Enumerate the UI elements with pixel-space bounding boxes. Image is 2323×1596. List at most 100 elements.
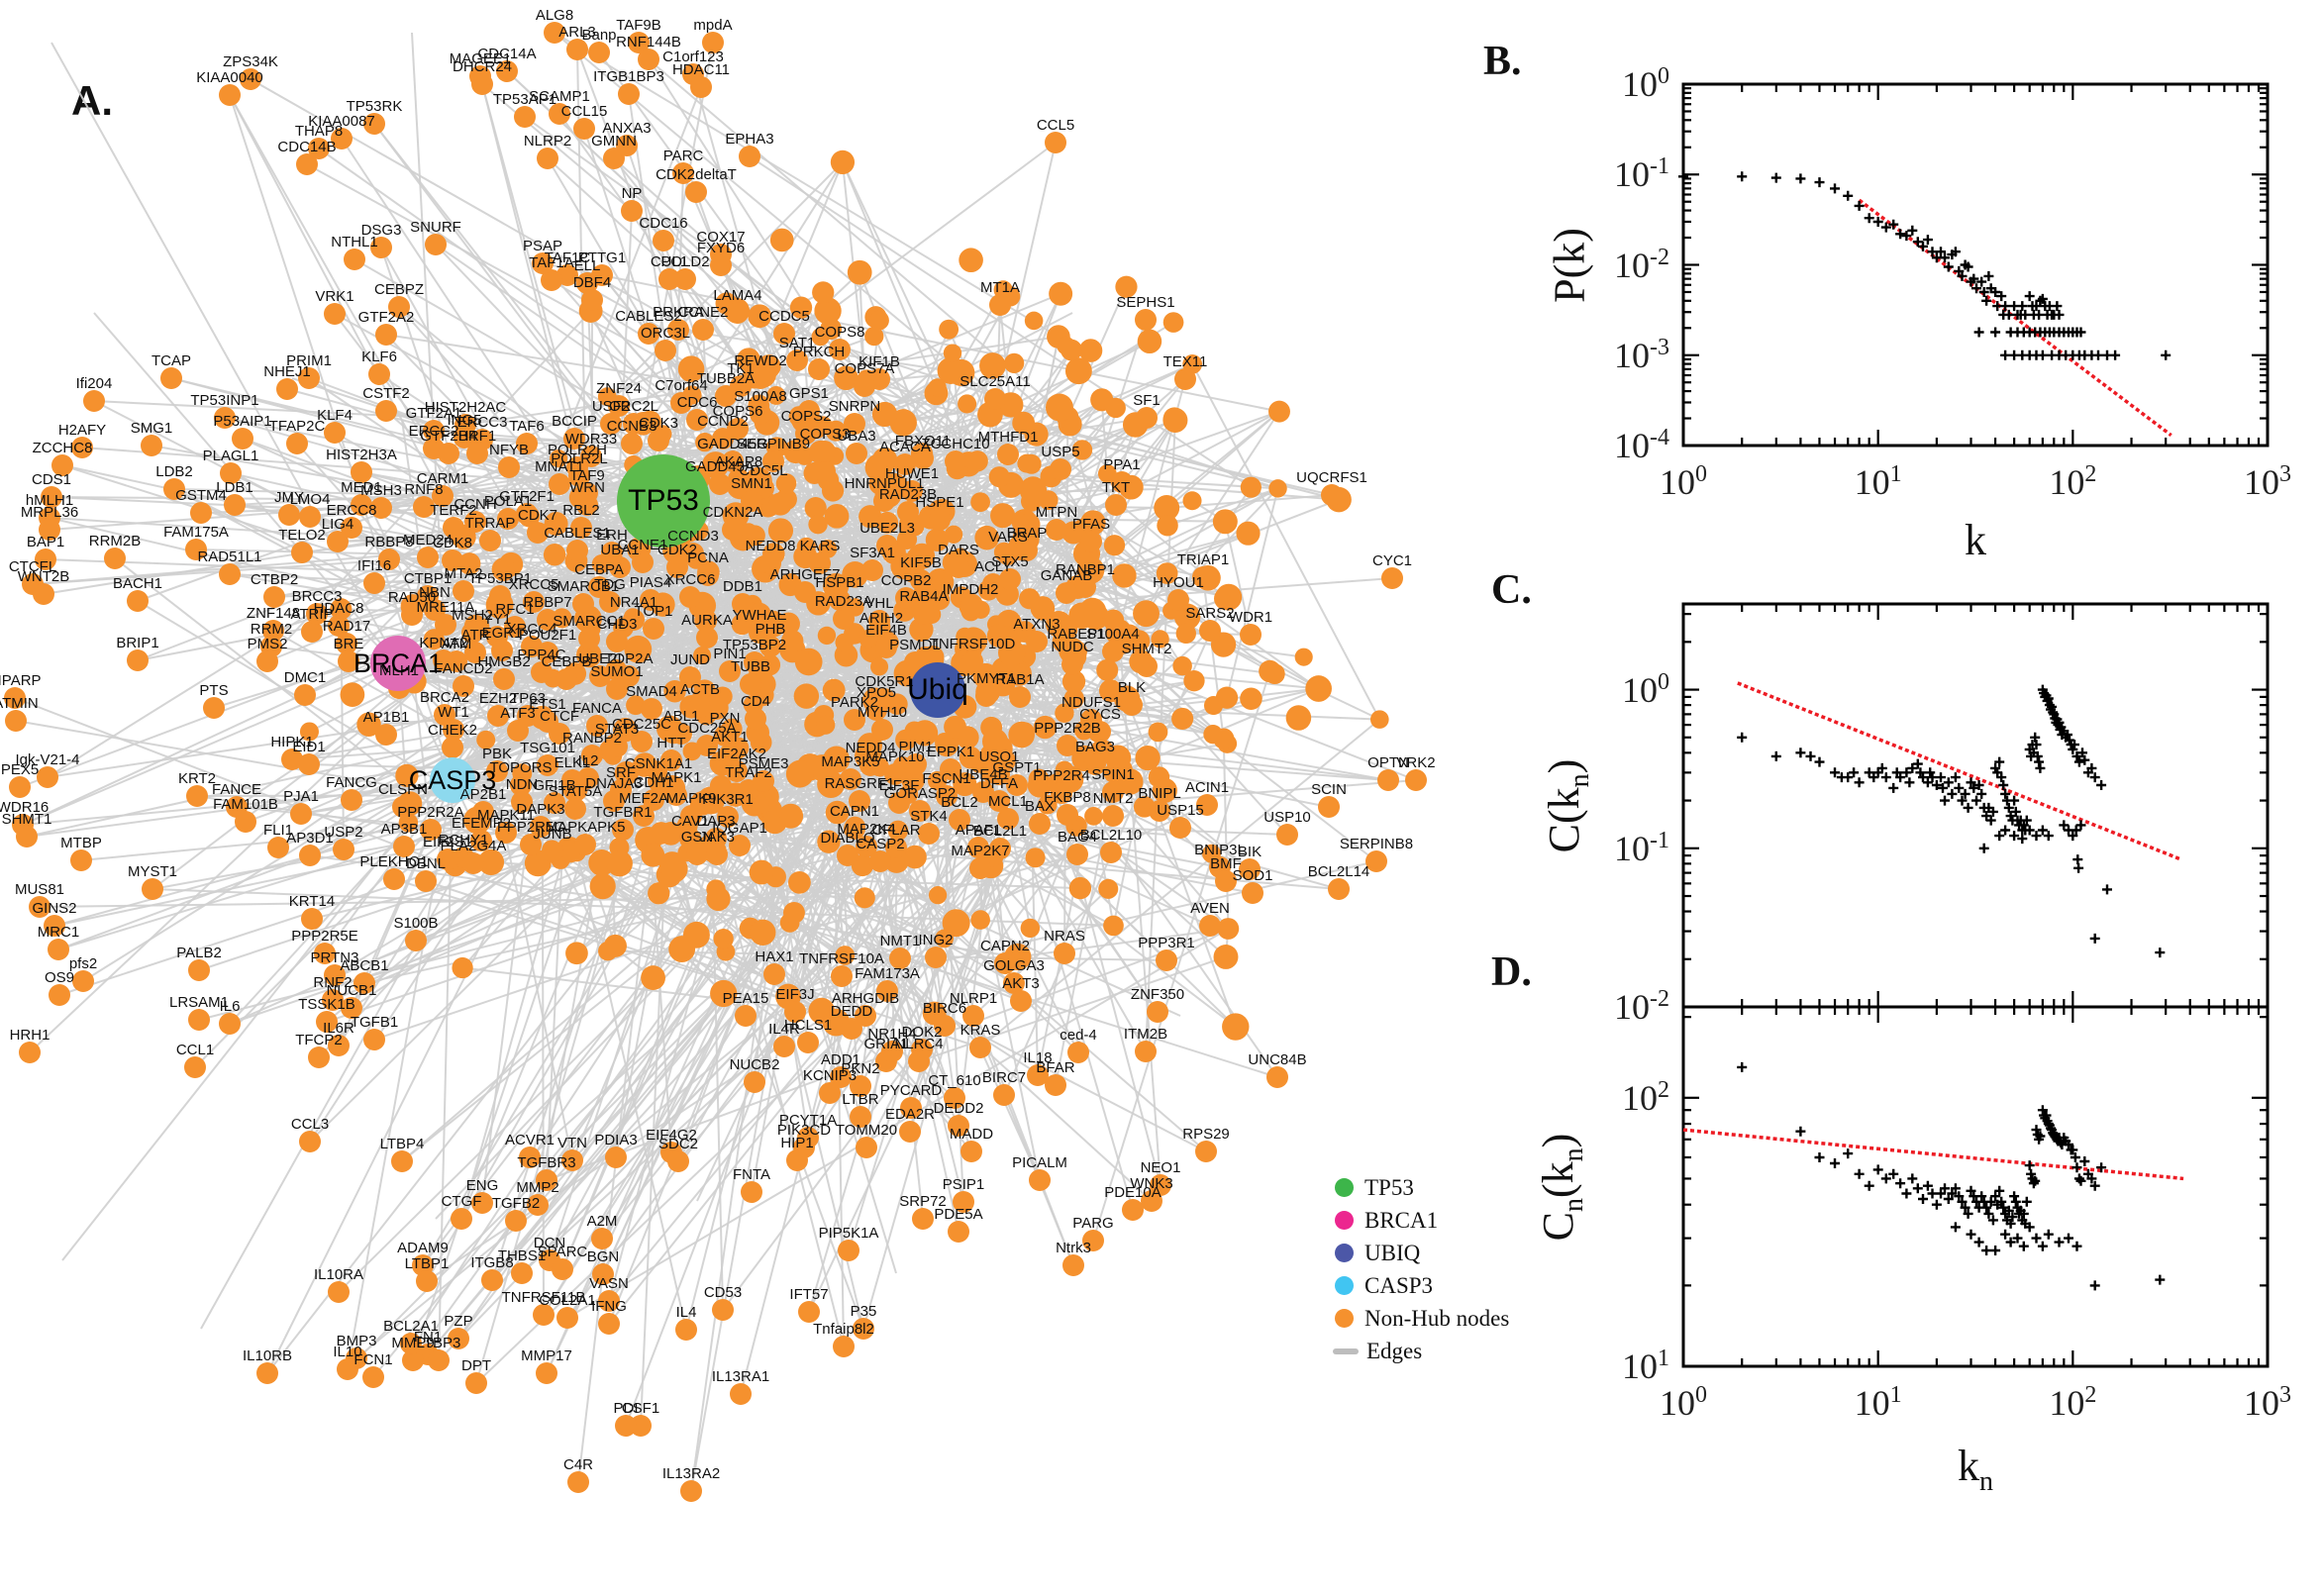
network-node-label: TAF9 [569,467,605,484]
network-node [267,837,289,858]
network-node [1100,842,1122,863]
network-node [203,697,225,719]
network-node [72,970,94,992]
network-node [561,1149,583,1171]
network-node-label: CDC25A [677,720,736,737]
network-node-label: APAF1 [956,822,1001,839]
network-node-label: CDC25C [612,716,671,733]
network-node [278,504,300,526]
network-node [573,118,595,140]
network-node-label: TRIAP1 [1177,551,1230,568]
network-node [989,294,1011,316]
network-node-label: GTF2H4 [420,428,477,445]
legend-edges-label: Edges [1366,1338,1423,1363]
network-node [417,547,439,568]
network-node [400,1333,422,1354]
network-node-label: EIF4G2 [646,1127,697,1144]
network-node [388,296,410,318]
network-node [498,456,520,478]
network-node-label: CABLES1 [544,525,611,542]
network-node [969,1037,991,1058]
network-node-label: C1orf123 [662,49,724,65]
network-node-label: NDN [506,776,539,793]
network-node-label: CARM1 [417,470,469,487]
network-node [901,480,923,502]
network-node-label: DEDD [831,1003,873,1020]
network-node-label: CCL5 [1037,117,1074,134]
network-node [658,268,680,290]
network-node [537,642,558,663]
legend-item: BRCA1 [1335,1204,1509,1237]
network-node-label: ERH [596,527,628,544]
network-node-label: CTCFL [9,558,56,575]
network-node-label: CCNH [454,496,496,513]
network-node-label: BRF1 [458,428,496,445]
network-node-label: RAD23B [879,486,937,503]
network-node-label: ACIN1 [1185,779,1229,796]
network-node-label: VHL [864,595,893,612]
network-node-label: SUMO1 [590,663,643,680]
network-node-label: PARK2 [831,694,878,711]
network-node-label: AURKA [681,612,733,629]
data-points [1737,684,2166,958]
fit-line [1682,1128,2184,1181]
legend-item-edges: Edges [1333,1335,1509,1367]
network-node-label: COPB2 [881,572,932,589]
network-node-label: TP53INP1 [190,392,258,409]
network-node [294,684,316,706]
network-node [328,615,350,637]
network-node-label: TFCP2 [295,1032,343,1048]
network-node-label: CAPN2 [980,938,1030,954]
network-node [576,494,598,516]
network-node-label: GTF2A1 [406,405,462,422]
network-node-label: TGFBR3 [517,1154,575,1171]
network-node [606,631,628,652]
network-node-label: ATXN3 [1013,616,1060,633]
network-node [464,511,486,533]
network-node-label: PARG [1072,1215,1113,1232]
network-node [354,972,375,994]
network-node [884,763,906,785]
network-node-label: MSH2 [452,607,493,624]
network-node-label: TAF1C [545,249,591,266]
network-node-label: PCNA [687,549,729,566]
network-node-label: UBE2L3 [859,520,915,537]
network-node [48,939,69,960]
network-node [665,784,687,806]
network-node [909,800,931,822]
network-node [722,519,744,541]
network-node [586,715,608,737]
network-node-label: IL10 [333,1344,361,1360]
network-node-label: SOD1 [1233,867,1273,884]
network-node-label: CT_610 [928,1072,980,1089]
network-node-label: CSNK1A1 [625,755,692,772]
network-node-label: IFNG [591,1298,627,1315]
network-node-label: GPS1 [789,385,829,402]
network-node-label: IL13RA1 [712,1368,769,1385]
network-node [849,790,870,812]
network-node [638,49,659,70]
network-node [523,591,545,613]
axis-tick-label: 100 [1660,461,1707,502]
network-node-label: GFI1B [533,777,575,794]
network-node-label: IL10RA [314,1266,363,1283]
network-node-label: TGFB2 [492,1195,540,1212]
network-node [491,640,513,661]
network-node-label: UBA3 [837,428,875,445]
network-node [432,485,454,507]
network-node-label: BCL2L10 [1080,827,1143,844]
legend-item-label: TP53 [1364,1174,1414,1200]
network-node [581,289,603,311]
network-node [623,413,645,435]
edge-swatch-icon [1333,1347,1359,1354]
network-node [511,1262,533,1284]
legend-item: CASP3 [1335,1269,1509,1302]
network-node-label: CHD3 [597,616,638,633]
network-node-label: SMN1 [731,475,772,492]
network-node-label: PLAGL1 [203,448,259,464]
network-node [549,103,570,125]
network-node-label: KCNIP3 [803,1067,857,1084]
network-node [443,719,464,741]
network-node-label: BRAP [1007,525,1048,542]
network-node [142,878,163,900]
